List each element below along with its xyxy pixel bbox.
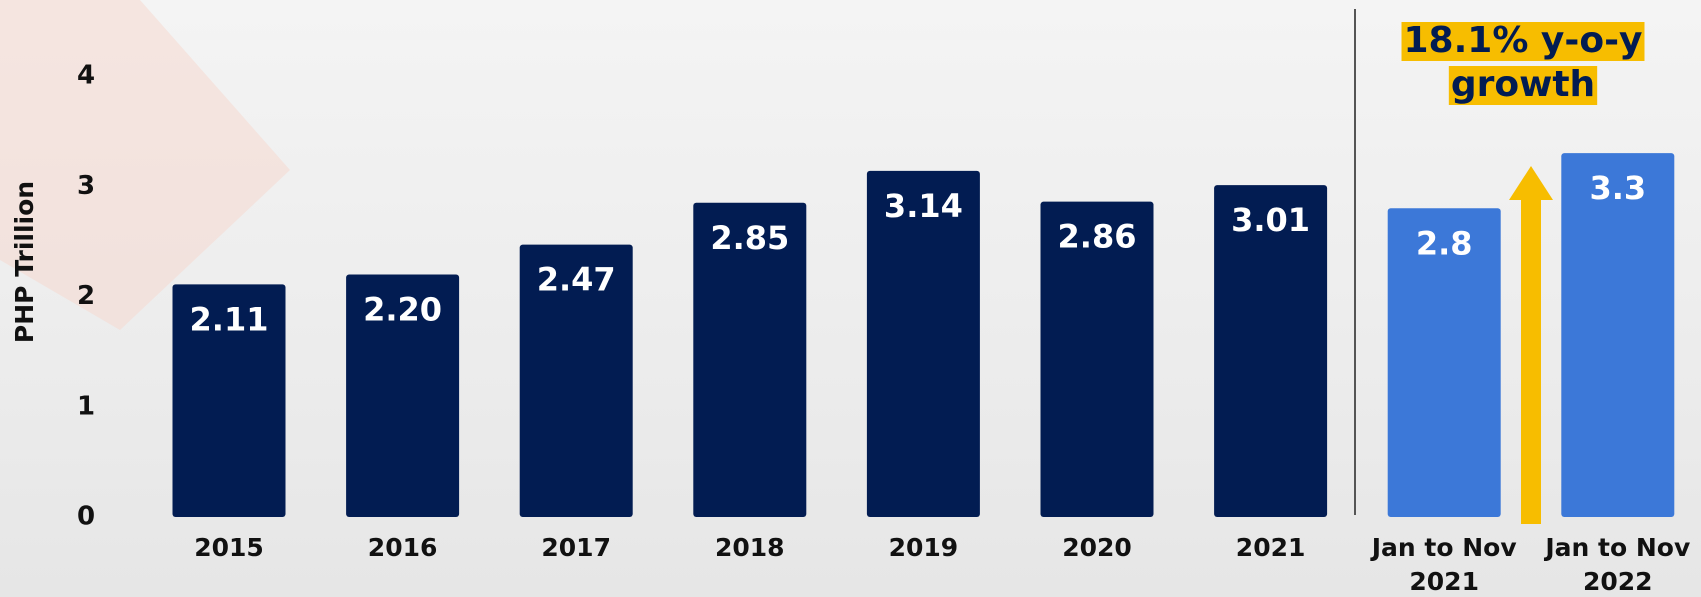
x-tick-label: Jan to Nov 2021 [1371, 533, 1517, 596]
data-label: 2.47 [537, 261, 616, 299]
growth-arrow-head [1509, 166, 1553, 200]
x-tick-label: 2021 [1235, 533, 1306, 562]
x-tick-label: 2015 [194, 533, 264, 562]
bar [346, 274, 460, 517]
y-tick-label: 3 [77, 171, 95, 201]
y-axis-label: PHP Trillion [10, 181, 39, 343]
data-label: 2.85 [710, 219, 789, 257]
data-label: 2.86 [1058, 218, 1137, 256]
x-tick-label: 2018 [715, 533, 785, 562]
bar [519, 244, 633, 517]
x-tick-label: 2019 [888, 533, 959, 562]
background-shape [0, 0, 290, 330]
data-label: 2.20 [363, 290, 442, 328]
x-tick-label: Jan to Nov 2022 [1545, 533, 1691, 596]
bar [866, 170, 980, 517]
data-label: 2.11 [190, 300, 269, 338]
data-label: 3.14 [884, 187, 963, 225]
annotation-highlight [1401, 22, 1645, 61]
growth-arrow-shaft [1521, 196, 1541, 524]
x-tick-label: 2017 [541, 533, 611, 562]
bar [1040, 201, 1154, 517]
annotation: 18.1% y-o-y [1404, 20, 1643, 61]
bar [172, 284, 286, 517]
bar [1214, 185, 1328, 517]
data-label: 2.8 [1416, 224, 1473, 262]
y-tick-label: 1 [77, 391, 95, 421]
y-tick-label: 4 [77, 61, 95, 91]
annotation: growth [1451, 64, 1595, 105]
bar [1387, 208, 1501, 518]
bar [693, 202, 807, 517]
y-tick-label: 0 [77, 502, 95, 532]
data-label: 3.3 [1589, 169, 1646, 207]
x-tick-label: 2016 [367, 533, 438, 562]
bar [1561, 153, 1675, 518]
annotation-highlight [1448, 66, 1598, 105]
data-label: 3.01 [1231, 201, 1310, 239]
y-tick-label: 2 [77, 281, 95, 311]
x-tick-label: 2020 [1062, 533, 1132, 562]
